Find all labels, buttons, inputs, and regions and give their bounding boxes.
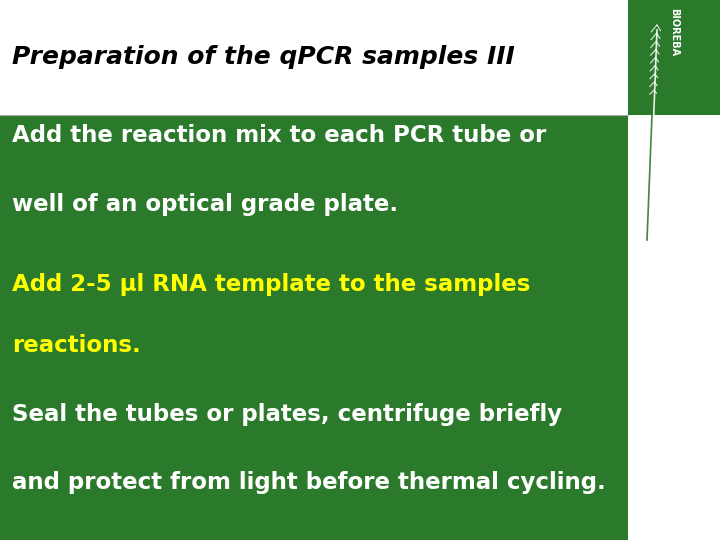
Text: BIOREBA: BIOREBA xyxy=(669,8,679,56)
Bar xyxy=(628,115,720,540)
Text: Preparation of the qPCR samples III: Preparation of the qPCR samples III xyxy=(12,45,515,69)
Text: Seal the tubes or plates, centrifuge briefly: Seal the tubes or plates, centrifuge bri… xyxy=(12,403,562,427)
Bar xyxy=(0,0,628,115)
Text: Add the reaction mix to each PCR tube or: Add the reaction mix to each PCR tube or xyxy=(12,124,546,146)
Text: and protect from light before thermal cycling.: and protect from light before thermal cy… xyxy=(12,470,606,494)
Bar xyxy=(628,0,720,540)
Text: reactions.: reactions. xyxy=(12,334,140,356)
Text: Add 2-5 μl RNA template to the samples: Add 2-5 μl RNA template to the samples xyxy=(12,273,531,296)
Text: well of an optical grade plate.: well of an optical grade plate. xyxy=(12,193,398,217)
Bar xyxy=(0,115,628,540)
